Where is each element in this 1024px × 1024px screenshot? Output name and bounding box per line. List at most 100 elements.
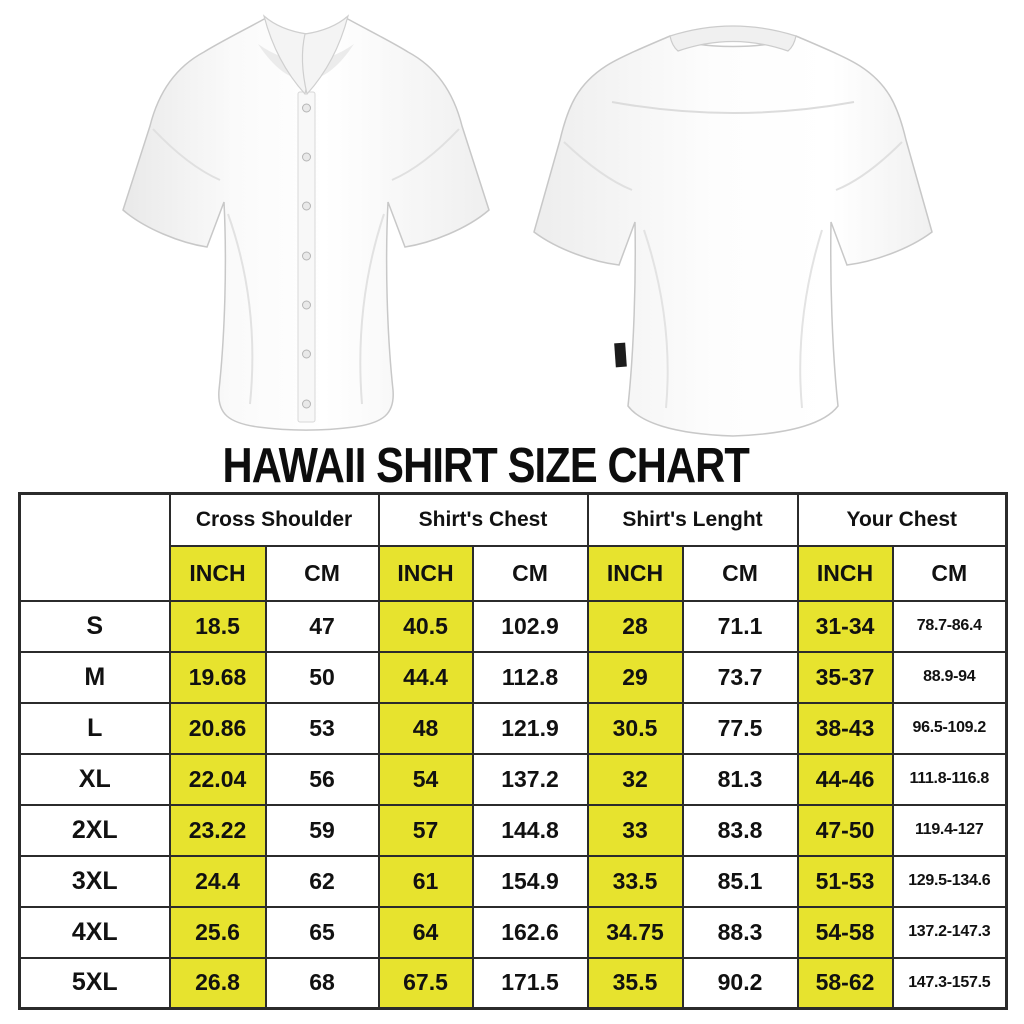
size-value-cell: 29	[586, 650, 684, 704]
size-value-cell: 68	[264, 956, 380, 1010]
page-title: HAWAII SHIRT SIZE CHART	[222, 439, 750, 493]
size-value-cell: 40.5	[377, 599, 474, 653]
size-value-cell: 32	[586, 752, 684, 806]
shirt-tag	[614, 342, 627, 368]
size-value-cell: 111.8-116.8	[891, 752, 1008, 806]
size-value-cell: 61	[377, 854, 474, 908]
size-value-cell: 147.3-157.5	[891, 956, 1008, 1010]
size-value-cell: 30.5	[586, 701, 684, 755]
size-value-cell: 35-37	[796, 650, 894, 704]
size-value-cell: 144.8	[471, 803, 589, 857]
size-label: 2XL	[18, 803, 171, 857]
size-value-cell: 28	[586, 599, 684, 653]
size-value-cell: 62	[264, 854, 380, 908]
size-value-cell: 57	[377, 803, 474, 857]
size-column-header	[18, 492, 171, 602]
size-value-cell: 38-43	[796, 701, 894, 755]
size-value-cell: 112.8	[471, 650, 589, 704]
size-value-cell: 77.5	[681, 701, 799, 755]
size-value-cell: 23.22	[168, 803, 267, 857]
size-value-cell: 19.68	[168, 650, 267, 704]
size-value-cell: 44.4	[377, 650, 474, 704]
size-value-cell: 24.4	[168, 854, 267, 908]
size-value-cell: 73.7	[681, 650, 799, 704]
group-header-shirts-lenght: Shirt's Lenght	[586, 492, 799, 547]
size-row: 5XL 26.8 68 67.5 171.5 35.5 90.2 58-62 147.3-157…	[18, 956, 1008, 1010]
size-label: 3XL	[18, 854, 171, 908]
size-value-cell: 58-62	[796, 956, 894, 1010]
size-row: 3XL 24.4 62 61 154.9 33.5 85.1 51-53 129.5-134.6	[18, 854, 1008, 908]
size-value-cell: 65	[264, 905, 380, 959]
size-value-cell: 171.5	[471, 956, 589, 1010]
size-value-cell: 33.5	[586, 854, 684, 908]
size-value-cell: 88.9-94	[891, 650, 1008, 704]
size-chart-table: Cross Shoulder Shirt's Chest Shirt's Len…	[18, 492, 1009, 1010]
shirt-back-image	[533, 25, 933, 437]
size-value-cell: 18.5	[168, 599, 267, 653]
size-row: 2XL 23.22 59 57 144.8 33 83.8 47-50 119.4-127	[18, 803, 1008, 857]
unit-header-cm: CM	[681, 544, 799, 602]
title-row: HAWAII SHIRT SIZE CHART	[0, 440, 972, 492]
size-value-cell: 96.5-109.2	[891, 701, 1008, 755]
size-row: S 18.5 47 40.5 102.9 28 71.1 31-34 78.7-86.4	[18, 599, 1008, 653]
size-value-cell: 64	[377, 905, 474, 959]
group-header-row: Cross Shoulder Shirt's Chest Shirt's Len…	[18, 492, 1008, 602]
size-value-cell: 54	[377, 752, 474, 806]
size-value-cell: 102.9	[471, 599, 589, 653]
size-value-cell: 81.3	[681, 752, 799, 806]
size-value-cell: 83.8	[681, 803, 799, 857]
size-value-cell: 137.2	[471, 752, 589, 806]
size-label: 5XL	[18, 956, 171, 1010]
size-value-cell: 88.3	[681, 905, 799, 959]
size-label: XL	[18, 752, 171, 806]
size-value-cell: 26.8	[168, 956, 267, 1010]
size-value-cell: 129.5-134.6	[891, 854, 1008, 908]
size-value-cell: 44-46	[796, 752, 894, 806]
size-value-cell: 162.6	[471, 905, 589, 959]
unit-header-cm: CM	[471, 544, 589, 602]
size-value-cell: 47-50	[796, 803, 894, 857]
unit-header-cm: CM	[264, 544, 380, 602]
size-value-cell: 90.2	[681, 956, 799, 1010]
size-value-cell: 137.2-147.3	[891, 905, 1008, 959]
size-table-body: S 18.5 47 40.5 102.9 28 71.1 31-34 78.7-86.4 M 19.…	[18, 599, 1008, 1010]
size-label: 4XL	[18, 905, 171, 959]
unit-header-inch: INCH	[586, 544, 684, 602]
unit-header-inch: INCH	[377, 544, 474, 602]
size-value-cell: 20.86	[168, 701, 267, 755]
size-value-cell: 85.1	[681, 854, 799, 908]
group-header-shirts-chest: Shirt's Chest	[377, 492, 589, 547]
shirt-front-image	[122, 14, 490, 431]
unit-header-cm: CM	[891, 544, 1008, 602]
unit-header-inch: INCH	[796, 544, 894, 602]
size-value-cell: 48	[377, 701, 474, 755]
size-value-cell: 71.1	[681, 599, 799, 653]
size-value-cell: 59	[264, 803, 380, 857]
size-label: L	[18, 701, 171, 755]
size-value-cell: 53	[264, 701, 380, 755]
size-value-cell: 154.9	[471, 854, 589, 908]
size-value-cell: 121.9	[471, 701, 589, 755]
size-value-cell: 78.7-86.4	[891, 599, 1008, 653]
size-value-cell: 56	[264, 752, 380, 806]
size-row: XL 22.04 56 54 137.2 32 81.3 44-46 111.8-116.8	[18, 752, 1008, 806]
size-value-cell: 35.5	[586, 956, 684, 1010]
size-value-cell: 47	[264, 599, 380, 653]
size-value-cell: 22.04	[168, 752, 267, 806]
size-row: L 20.86 53 48 121.9 30.5 77.5 38-43 96.5-109.2	[18, 701, 1008, 755]
size-value-cell: 54-58	[796, 905, 894, 959]
size-value-cell: 33	[586, 803, 684, 857]
size-value-cell: 34.75	[586, 905, 684, 959]
size-value-cell: 51-53	[796, 854, 894, 908]
size-value-cell: 67.5	[377, 956, 474, 1010]
group-header-your-chest: Your Chest	[796, 492, 1008, 547]
unit-header-row: INCH CM INCH CM INCH CM INCH CM	[20, 544, 1008, 602]
unit-header-inch: INCH	[168, 544, 267, 602]
size-value-cell: 119.4-127	[891, 803, 1008, 857]
size-label: S	[18, 599, 171, 653]
size-table-container: Cross Shoulder Shirt's Chest Shirt's Len…	[18, 492, 1009, 1010]
size-row: 4XL 25.6 65 64 162.6 34.75 88.3 54-58 137.2-147.…	[18, 905, 1008, 959]
size-value-cell: 31-34	[796, 599, 894, 653]
group-header-cross-shoulder: Cross Shoulder	[168, 492, 380, 547]
